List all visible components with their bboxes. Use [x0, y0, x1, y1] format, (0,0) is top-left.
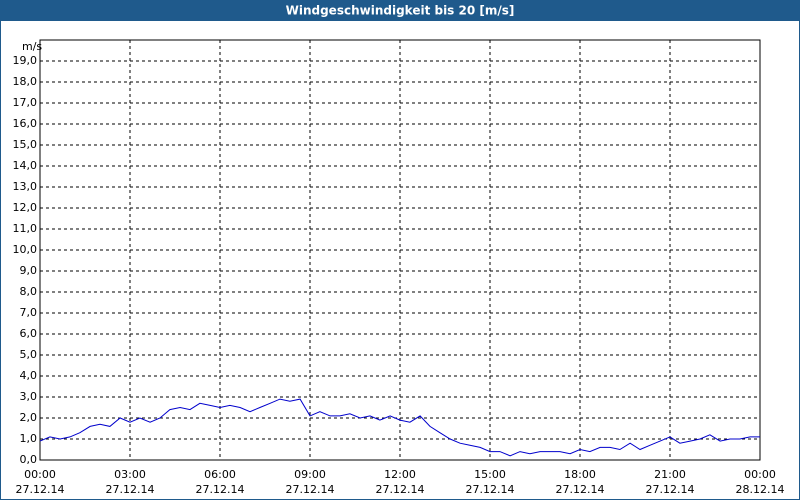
y-tick-label: 5,0: [20, 348, 38, 361]
y-tick-label: 4,0: [20, 369, 38, 382]
y-tick-label: 12,0: [13, 201, 38, 214]
y-axis-label: m/s: [22, 40, 42, 53]
x-tick-date: 27.12.14: [196, 483, 245, 496]
x-tick-label: 09:00: [294, 468, 326, 481]
x-tick-date: 27.12.14: [16, 483, 65, 496]
y-tick-label: 3,0: [20, 390, 38, 403]
x-tick-date: 28.12.14: [736, 483, 785, 496]
x-tick-label: 06:00: [204, 468, 236, 481]
y-tick-label: 15,0: [13, 138, 38, 151]
x-tick-date: 27.12.14: [376, 483, 425, 496]
plot-border: [39, 39, 761, 461]
title-bar: [0, 0, 800, 21]
x-tick-label: 00:00: [744, 468, 776, 481]
y-tick-label: 16,0: [13, 117, 38, 130]
x-tick-label: 15:00: [474, 468, 506, 481]
x-tick-label: 03:00: [114, 468, 146, 481]
x-tick-label: 00:00: [24, 468, 56, 481]
y-tick-label: 14,0: [13, 159, 38, 172]
x-tick-date: 27.12.14: [106, 483, 155, 496]
x-tick-label: 12:00: [384, 468, 416, 481]
y-tick-label: 0,0: [20, 453, 38, 466]
x-tick-date: 27.12.14: [286, 483, 335, 496]
y-tick-label: 2,0: [20, 411, 38, 424]
y-tick-label: 17,0: [13, 96, 38, 109]
y-tick-label: 10,0: [13, 243, 38, 256]
y-tick-label: 1,0: [20, 432, 38, 445]
y-tick-label: 19,0: [13, 54, 38, 67]
y-tick-label: 8,0: [20, 285, 38, 298]
y-tick-label: 13,0: [13, 180, 38, 193]
x-tick-label: 21:00: [654, 468, 686, 481]
data-line: [39, 398, 760, 457]
x-tick-date: 27.12.14: [556, 483, 605, 496]
x-tick-date: 27.12.14: [646, 483, 695, 496]
y-tick-label: 9,0: [20, 264, 38, 277]
chart-title: Windgeschwindigkeit bis 20 [m/s]: [286, 4, 515, 18]
y-tick-label: 7,0: [20, 306, 38, 319]
y-tick-label: 11,0: [13, 222, 38, 235]
y-tick-label: 18,0: [13, 75, 38, 88]
x-tick-date: 27.12.14: [466, 483, 515, 496]
y-tick-label: 6,0: [20, 327, 38, 340]
x-tick-label: 18:00: [564, 468, 596, 481]
